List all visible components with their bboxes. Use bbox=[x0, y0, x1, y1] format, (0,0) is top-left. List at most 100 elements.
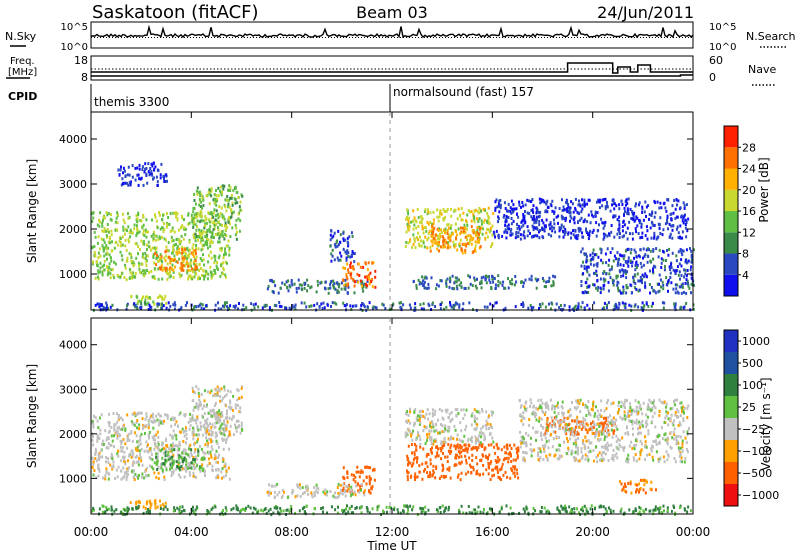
echo-cell-8 bbox=[419, 220, 422, 224]
echo-cell-2 bbox=[219, 419, 222, 422]
echo-cell-12 bbox=[587, 291, 590, 294]
echo-cell-3 bbox=[160, 162, 163, 166]
echo-cell-2 bbox=[240, 395, 243, 399]
echo-cell-12 bbox=[581, 291, 584, 294]
echo-cell-7 bbox=[339, 258, 342, 262]
echo-cell-0 bbox=[207, 428, 210, 432]
echo-cell-0 bbox=[139, 411, 142, 415]
echo-cell-0 bbox=[167, 241, 170, 244]
echo-cell-12 bbox=[667, 289, 669, 293]
echo-cell-10 bbox=[423, 280, 426, 284]
echo-cell-0 bbox=[161, 456, 164, 460]
echo-cell-12 bbox=[652, 288, 655, 292]
echo-cell-6 bbox=[442, 452, 444, 455]
echo-cell-0 bbox=[171, 450, 174, 454]
echo-cell-12 bbox=[617, 289, 620, 293]
noise-strip: N.Sky 10^5 10^0 10^5 10^0 N.Search bbox=[5, 21, 796, 53]
echo-cell-12 bbox=[645, 248, 648, 252]
echo-cell-11 bbox=[599, 198, 602, 202]
echo-cell-5 bbox=[270, 491, 272, 495]
echo-cell-7 bbox=[426, 436, 429, 439]
echo-cell-11 bbox=[498, 205, 501, 208]
echo-cell-3 bbox=[137, 173, 140, 177]
echo-cell-11 bbox=[676, 225, 679, 229]
echo-cell-2 bbox=[217, 194, 220, 198]
echo-cell-9 bbox=[595, 428, 598, 432]
echo-cell-8 bbox=[447, 223, 450, 227]
echo-cell-9 bbox=[469, 234, 472, 238]
echo-cell-11 bbox=[572, 210, 575, 214]
echo-cell-6 bbox=[346, 277, 349, 281]
echo-cell-0 bbox=[110, 452, 113, 456]
echo-cell-0 bbox=[189, 412, 192, 416]
echo-cell-8 bbox=[416, 236, 418, 240]
echo-cell-6 bbox=[502, 473, 505, 477]
echo-cell-9 bbox=[558, 454, 561, 458]
echo-cell-12 bbox=[591, 251, 594, 255]
echo-cell-11 bbox=[611, 203, 613, 207]
echo-cell-7 bbox=[352, 251, 355, 255]
echo-cell-2 bbox=[236, 398, 239, 402]
echo-cell-11 bbox=[534, 226, 537, 230]
echo-cell-8 bbox=[413, 236, 416, 240]
echo-cell-1 bbox=[155, 452, 158, 456]
echo-cell-2 bbox=[210, 230, 213, 234]
echo-cell-1 bbox=[164, 454, 167, 458]
echo-cell-2 bbox=[232, 433, 235, 436]
echo-cell-11 bbox=[520, 205, 522, 209]
echo-cell-0 bbox=[136, 227, 139, 231]
echo-cell-9 bbox=[635, 421, 638, 425]
echo-cell-0 bbox=[163, 237, 166, 241]
echo-cell-6 bbox=[448, 468, 451, 472]
echo-cell-8 bbox=[412, 242, 415, 246]
echo-cell-0 bbox=[145, 412, 148, 416]
echo-cell-11 bbox=[570, 236, 572, 240]
echo-cell-8 bbox=[473, 220, 476, 224]
echo-cell-7 bbox=[406, 410, 409, 413]
echo-cell-11 bbox=[495, 198, 498, 202]
echo-cell-8 bbox=[425, 229, 428, 233]
echo-cell-10 bbox=[492, 280, 495, 284]
echo-cell-6 bbox=[457, 450, 460, 453]
echo-cell-1 bbox=[193, 458, 196, 461]
echo-cell-13 bbox=[400, 306, 403, 310]
echo-cell-12 bbox=[678, 270, 681, 274]
echo-cell-9 bbox=[660, 426, 663, 429]
echo-cell-6 bbox=[356, 272, 359, 276]
echo-cell-11 bbox=[535, 215, 538, 219]
echo-cell-2 bbox=[229, 189, 232, 192]
echo-cell-0 bbox=[91, 262, 94, 266]
echo-cell-5 bbox=[325, 493, 328, 497]
echo-cell-9 bbox=[458, 242, 461, 246]
echo-cell-6 bbox=[411, 451, 413, 455]
echo-cell-0 bbox=[209, 241, 212, 245]
echo-cell-6 bbox=[458, 455, 460, 459]
echo-cell-2 bbox=[237, 196, 240, 200]
echo-cell-0 bbox=[99, 211, 102, 215]
echo-cell-0 bbox=[150, 420, 153, 423]
echo-cell-1 bbox=[182, 250, 185, 253]
echo-cell-2 bbox=[192, 408, 195, 412]
echo-cell-12 bbox=[618, 269, 621, 273]
echo-cell-0 bbox=[207, 272, 210, 276]
echo-cell-11 bbox=[623, 223, 626, 227]
echo-cell-7 bbox=[434, 438, 437, 441]
echo-cell-0 bbox=[116, 273, 119, 277]
echo-cell-0 bbox=[163, 447, 166, 451]
echo-cell-9 bbox=[607, 431, 610, 435]
echo-cell-6 bbox=[490, 443, 493, 447]
echo-cell-8 bbox=[432, 218, 435, 222]
echo-cell-6 bbox=[465, 458, 468, 462]
echo-cell-9 bbox=[685, 441, 688, 445]
echo-cell-0 bbox=[98, 436, 101, 440]
echo-cell-0 bbox=[129, 235, 131, 239]
echo-cell-10 bbox=[437, 284, 440, 288]
echo-cell-0 bbox=[101, 273, 104, 277]
echo-cell-7 bbox=[463, 413, 466, 417]
echo-cell-2 bbox=[195, 212, 198, 216]
echo-cell-9 bbox=[557, 412, 560, 415]
echo-cell-13 bbox=[529, 303, 532, 307]
echo-cell-0 bbox=[192, 471, 195, 475]
echo-cell-0 bbox=[173, 459, 176, 463]
echo-cell-0 bbox=[114, 228, 117, 232]
